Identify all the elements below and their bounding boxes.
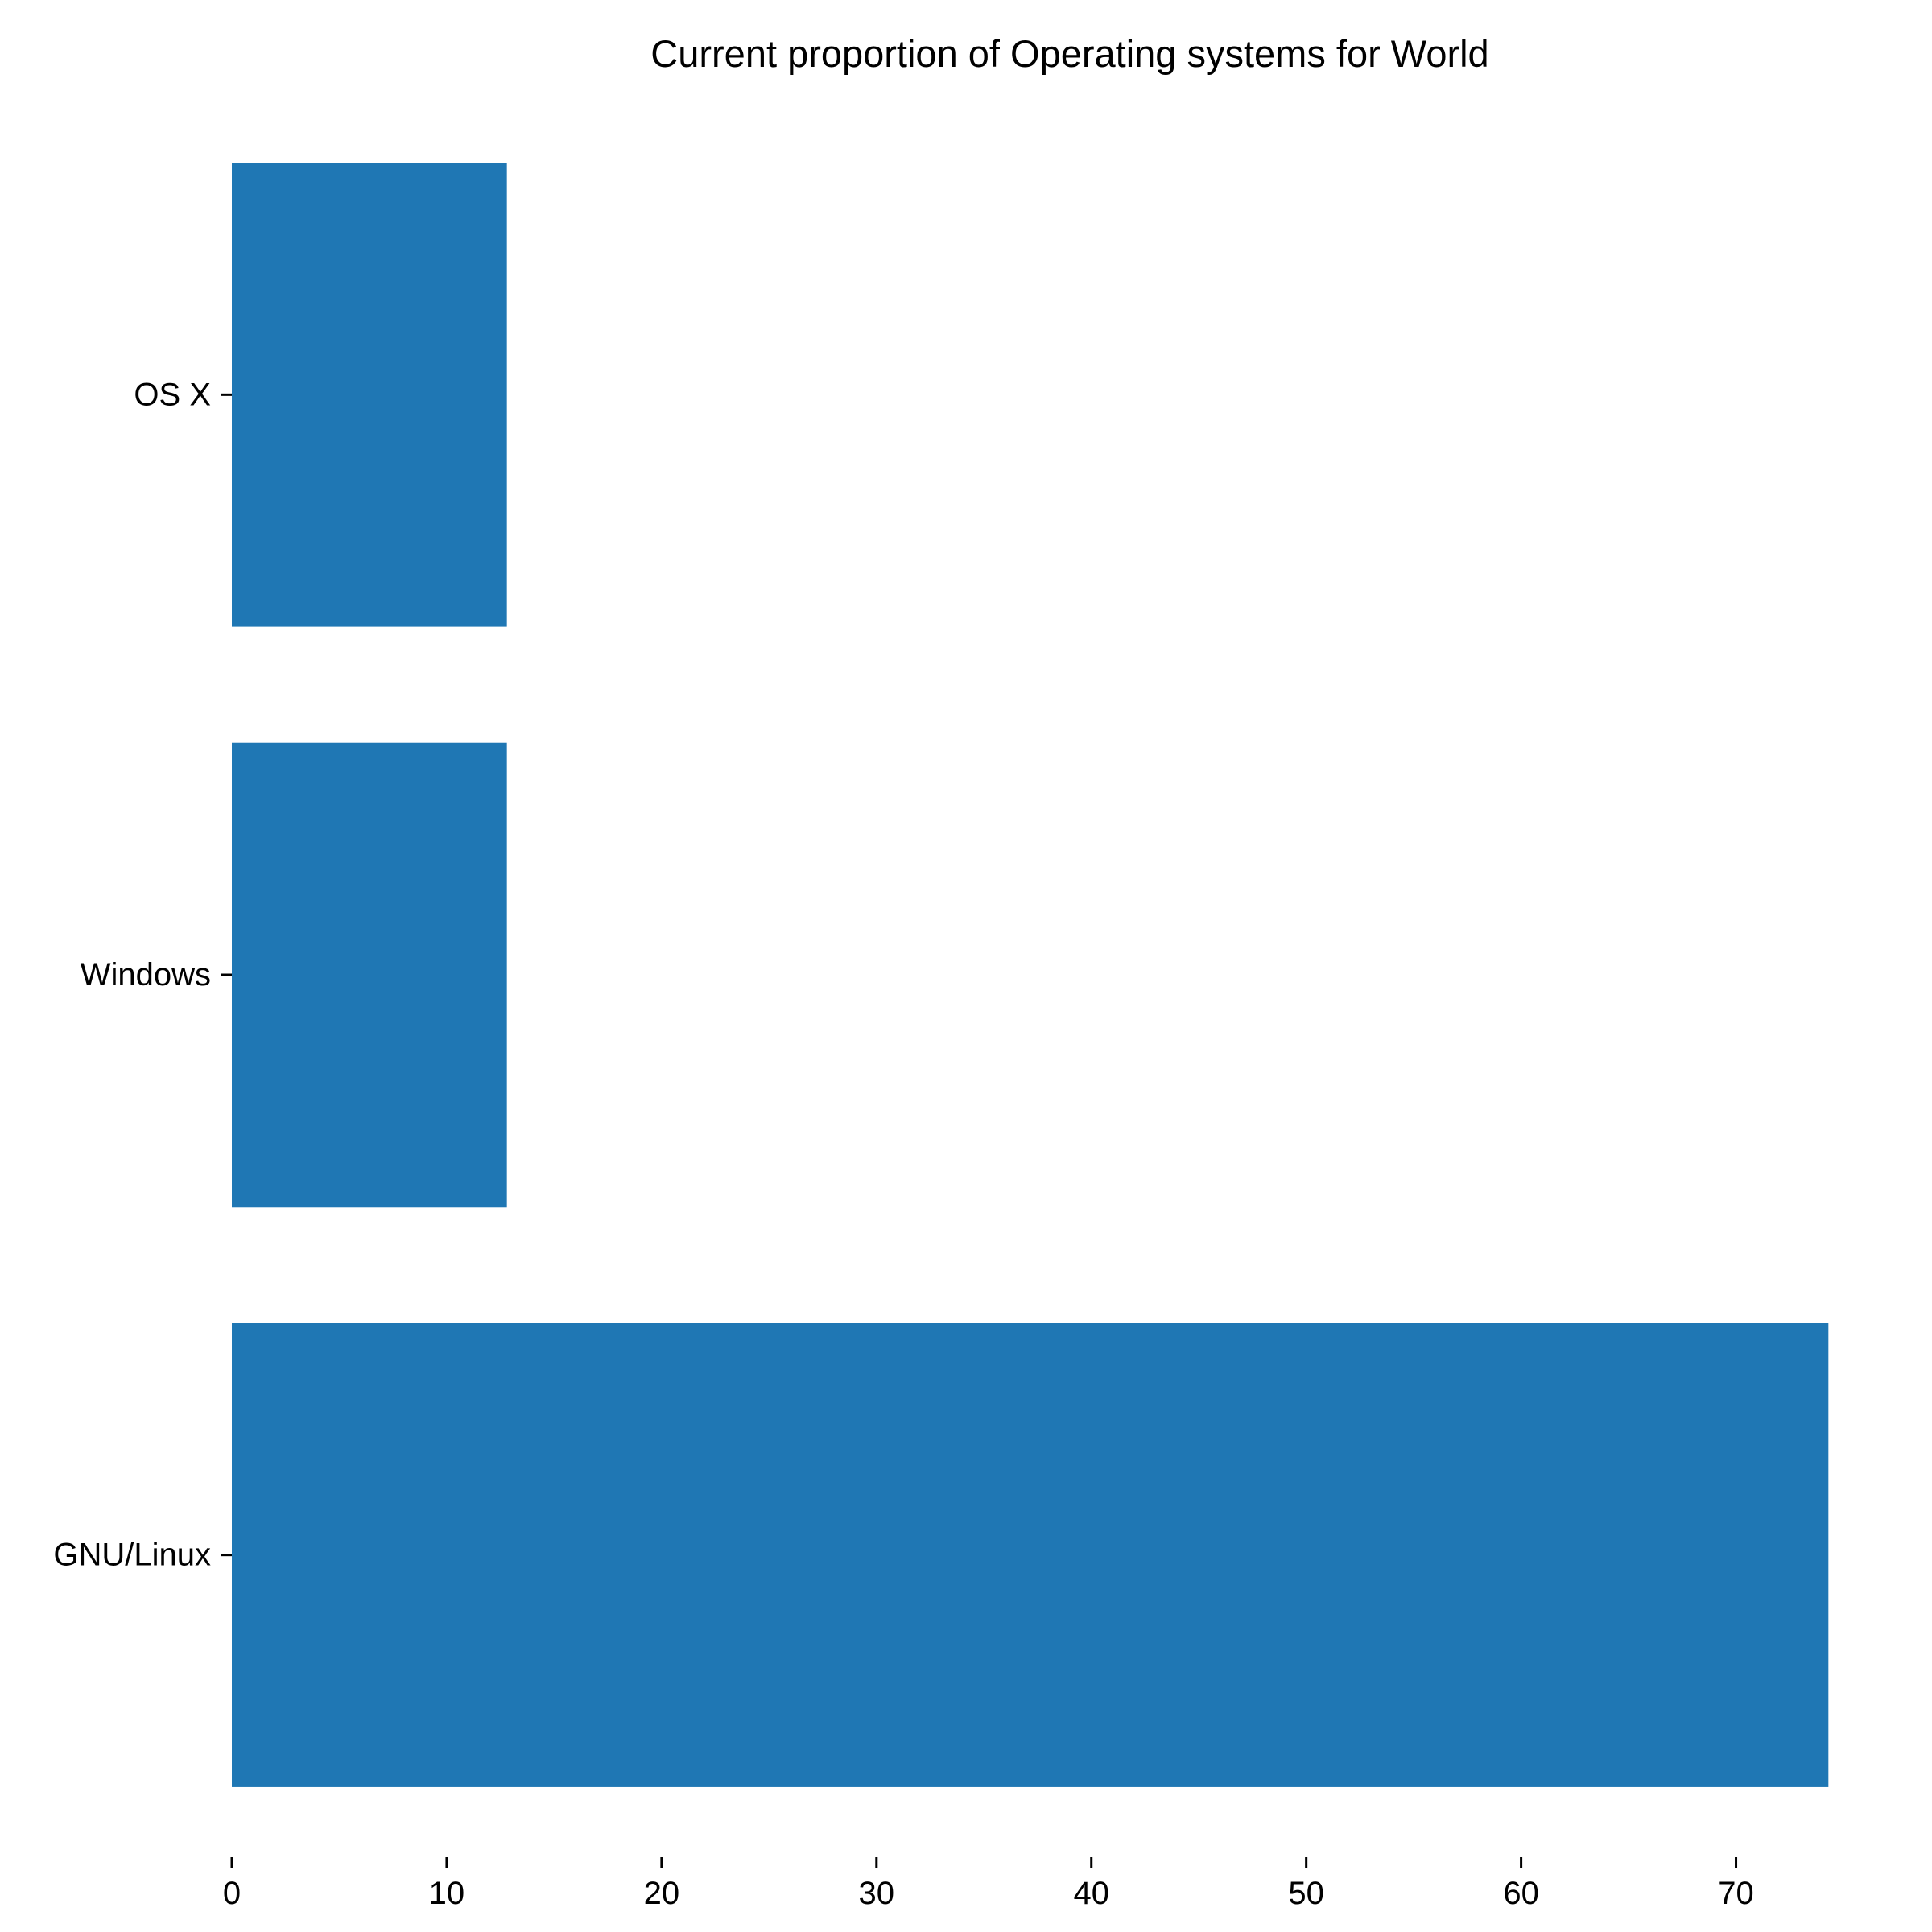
x-tick-label: 0 [223, 1876, 241, 1911]
x-tick-label: 70 [1718, 1876, 1754, 1911]
x-tick-label: 50 [1288, 1876, 1324, 1911]
chart-title: Current proportion of Operating systems … [650, 32, 1488, 75]
bars-layer [232, 163, 1829, 1787]
bar-windows [232, 742, 507, 1208]
bar-gnu-linux [232, 1323, 1829, 1787]
y-axis: GNU/Linux Windows OS X [53, 377, 232, 1573]
x-axis: 0 10 20 30 40 50 60 70 [223, 1857, 1754, 1911]
y-tick-label: GNU/Linux [53, 1538, 211, 1573]
x-tick-label: 30 [859, 1876, 895, 1911]
x-tick-label: 60 [1503, 1876, 1539, 1911]
x-tick-label: 20 [644, 1876, 680, 1911]
x-tick-label: 40 [1073, 1876, 1109, 1911]
y-tick-label: OS X [134, 377, 211, 412]
y-tick-label: Windows [80, 957, 211, 993]
bar-os-x [232, 163, 507, 627]
x-tick-label: 10 [429, 1876, 465, 1911]
